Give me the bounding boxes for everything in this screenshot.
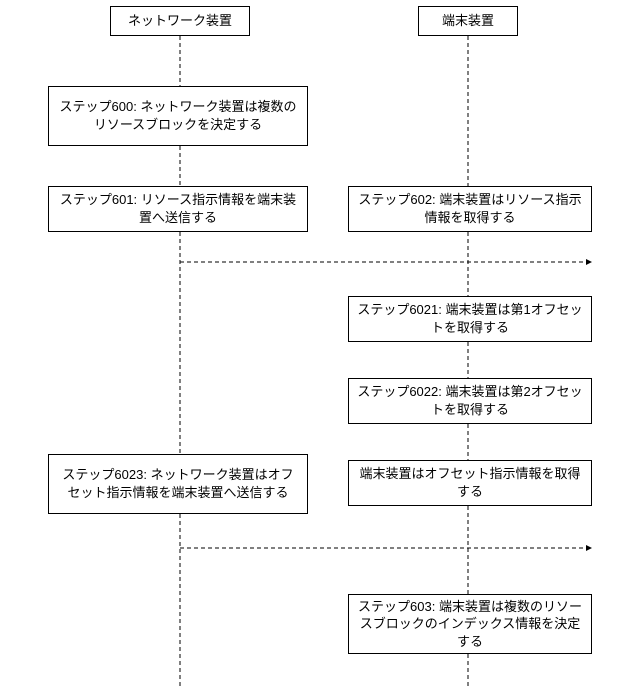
step-603: ステップ603: 端末装置は複数のリソースブロックのインデックス情報を決定する: [348, 594, 592, 654]
step-600: ステップ600: ネットワーク装置は複数のリソースブロックを決定する: [48, 86, 308, 146]
terminal-header: 端末装置: [418, 6, 518, 36]
terminal-offset-box: 端末装置はオフセット指示情報を取得する: [348, 460, 592, 506]
network-header: ネットワーク装置: [110, 6, 250, 36]
step-6022: ステップ6022: 端末装置は第2オフセットを取得する: [348, 378, 592, 424]
step-602: ステップ602: 端末装置はリソース指示情報を取得する: [348, 186, 592, 232]
step-601: ステップ601: リソース指示情報を端末装置へ送信する: [48, 186, 308, 232]
step-6023: ステップ6023: ネットワーク装置はオフセット指示情報を端末装置へ送信する: [48, 454, 308, 514]
step-6021: ステップ6021: 端末装置は第1オフセットを取得する: [348, 296, 592, 342]
